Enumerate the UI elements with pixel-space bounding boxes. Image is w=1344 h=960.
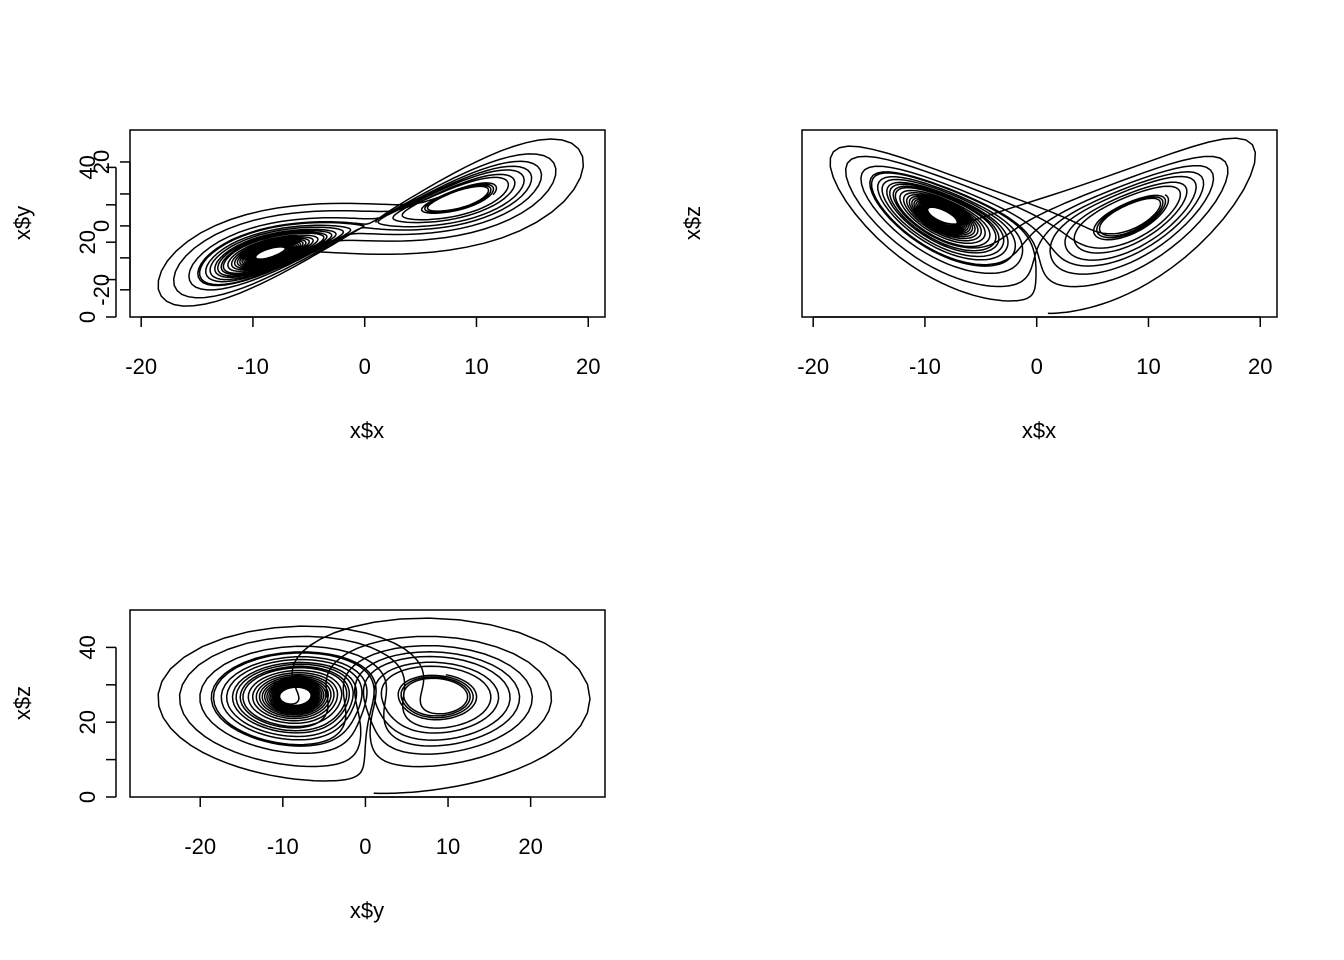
x-axis-label: x$y bbox=[350, 898, 384, 923]
x-tick-label: 20 bbox=[576, 354, 600, 379]
x-tick-label: 0 bbox=[359, 834, 371, 859]
y-axis: 0 20 40 bbox=[75, 635, 117, 803]
x-tick-label: -10 bbox=[909, 354, 941, 379]
x-axis: -20 -10 0 10 20 bbox=[184, 796, 543, 859]
x-tick-label: 10 bbox=[436, 834, 460, 859]
y-tick-label: 20 bbox=[75, 230, 100, 254]
y-tick-label: 20 bbox=[75, 710, 100, 734]
x-axis-label: x$x bbox=[1022, 418, 1056, 443]
x-tick-label: 0 bbox=[1031, 354, 1043, 379]
trajectory-line bbox=[157, 617, 591, 795]
y-axis-label: x$z bbox=[10, 686, 35, 720]
y-axis-label: x$y bbox=[10, 206, 35, 240]
x-tick-label: 10 bbox=[1136, 354, 1160, 379]
x-tick-label: 0 bbox=[359, 354, 371, 379]
y-tick-label: 0 bbox=[75, 791, 100, 803]
y-axis-label: x$z bbox=[680, 206, 705, 240]
x-axis-label: x$x bbox=[350, 418, 384, 443]
y-tick-label: 40 bbox=[75, 635, 100, 659]
x-tick-label: 10 bbox=[464, 354, 488, 379]
trajectory-line bbox=[829, 137, 1257, 315]
trajectory-line bbox=[157, 138, 585, 307]
y-tick-label: 20 bbox=[89, 150, 114, 174]
x-tick-label: 20 bbox=[1248, 354, 1272, 379]
x-tick-label: -10 bbox=[237, 354, 269, 379]
x-tick-label: -20 bbox=[184, 834, 216, 859]
x-tick-label: 20 bbox=[518, 834, 542, 859]
x-tick-label: -10 bbox=[267, 834, 299, 859]
plot-frame bbox=[801, 129, 1278, 318]
panel-y-vs-z: -20 -10 0 10 20 0 20 40 x$y x$z bbox=[10, 609, 606, 923]
y-tick-label: 0 bbox=[75, 311, 100, 323]
x-axis: -20 -10 0 10 20 bbox=[797, 316, 1272, 379]
x-axis: -20 -10 0 10 20 bbox=[125, 316, 600, 379]
y-tick-label: 0 bbox=[89, 220, 114, 232]
x-tick-label: -20 bbox=[125, 354, 157, 379]
y-tick-label: 40 bbox=[75, 155, 100, 179]
x-tick-label: -20 bbox=[797, 354, 829, 379]
y-tick-label: -20 bbox=[89, 274, 114, 306]
